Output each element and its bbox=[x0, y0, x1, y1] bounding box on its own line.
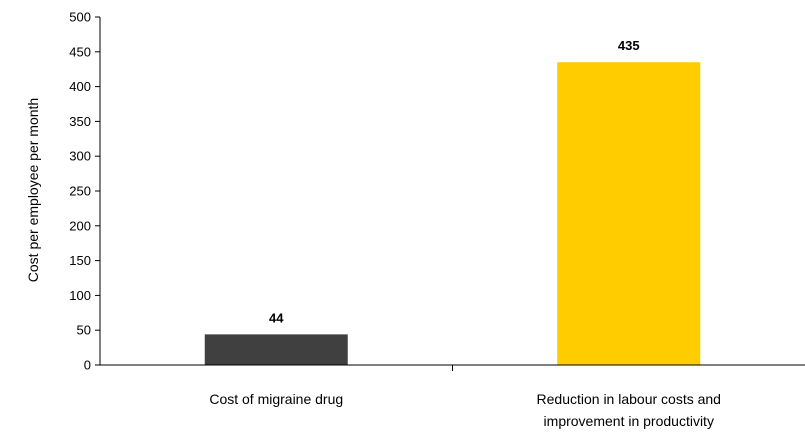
category-label: Cost of migraine drug bbox=[209, 391, 343, 407]
y-tick-label: 500 bbox=[69, 10, 91, 25]
category-label: improvement in productivity bbox=[544, 413, 714, 429]
y-axis-title: Cost per employee per month bbox=[25, 98, 41, 282]
bar bbox=[204, 334, 348, 365]
bar bbox=[557, 62, 701, 366]
y-tick-label: 100 bbox=[69, 288, 91, 303]
bars bbox=[204, 62, 701, 366]
data-label: 44 bbox=[269, 310, 284, 325]
y-tick-label: 350 bbox=[69, 114, 91, 129]
y-tick-label: 250 bbox=[69, 184, 91, 199]
y-tick-label: 300 bbox=[69, 149, 91, 164]
data-label: 435 bbox=[618, 38, 640, 53]
data-labels: 44 435 bbox=[269, 38, 640, 325]
x-axis: Cost of migraine drug Reduction in labour… bbox=[100, 364, 805, 429]
y-axis: 0 50 100 150 200 250 300 350 400 450 500 bbox=[69, 10, 101, 373]
y-tick-label: 400 bbox=[69, 79, 91, 94]
y-tick-label: 150 bbox=[69, 253, 91, 268]
category-label: Reduction in labour costs and bbox=[537, 391, 721, 407]
y-tick-label: 50 bbox=[77, 323, 91, 338]
y-tick-label: 0 bbox=[84, 358, 91, 373]
y-tick-label: 200 bbox=[69, 218, 91, 233]
y-tick-label: 450 bbox=[69, 44, 91, 59]
